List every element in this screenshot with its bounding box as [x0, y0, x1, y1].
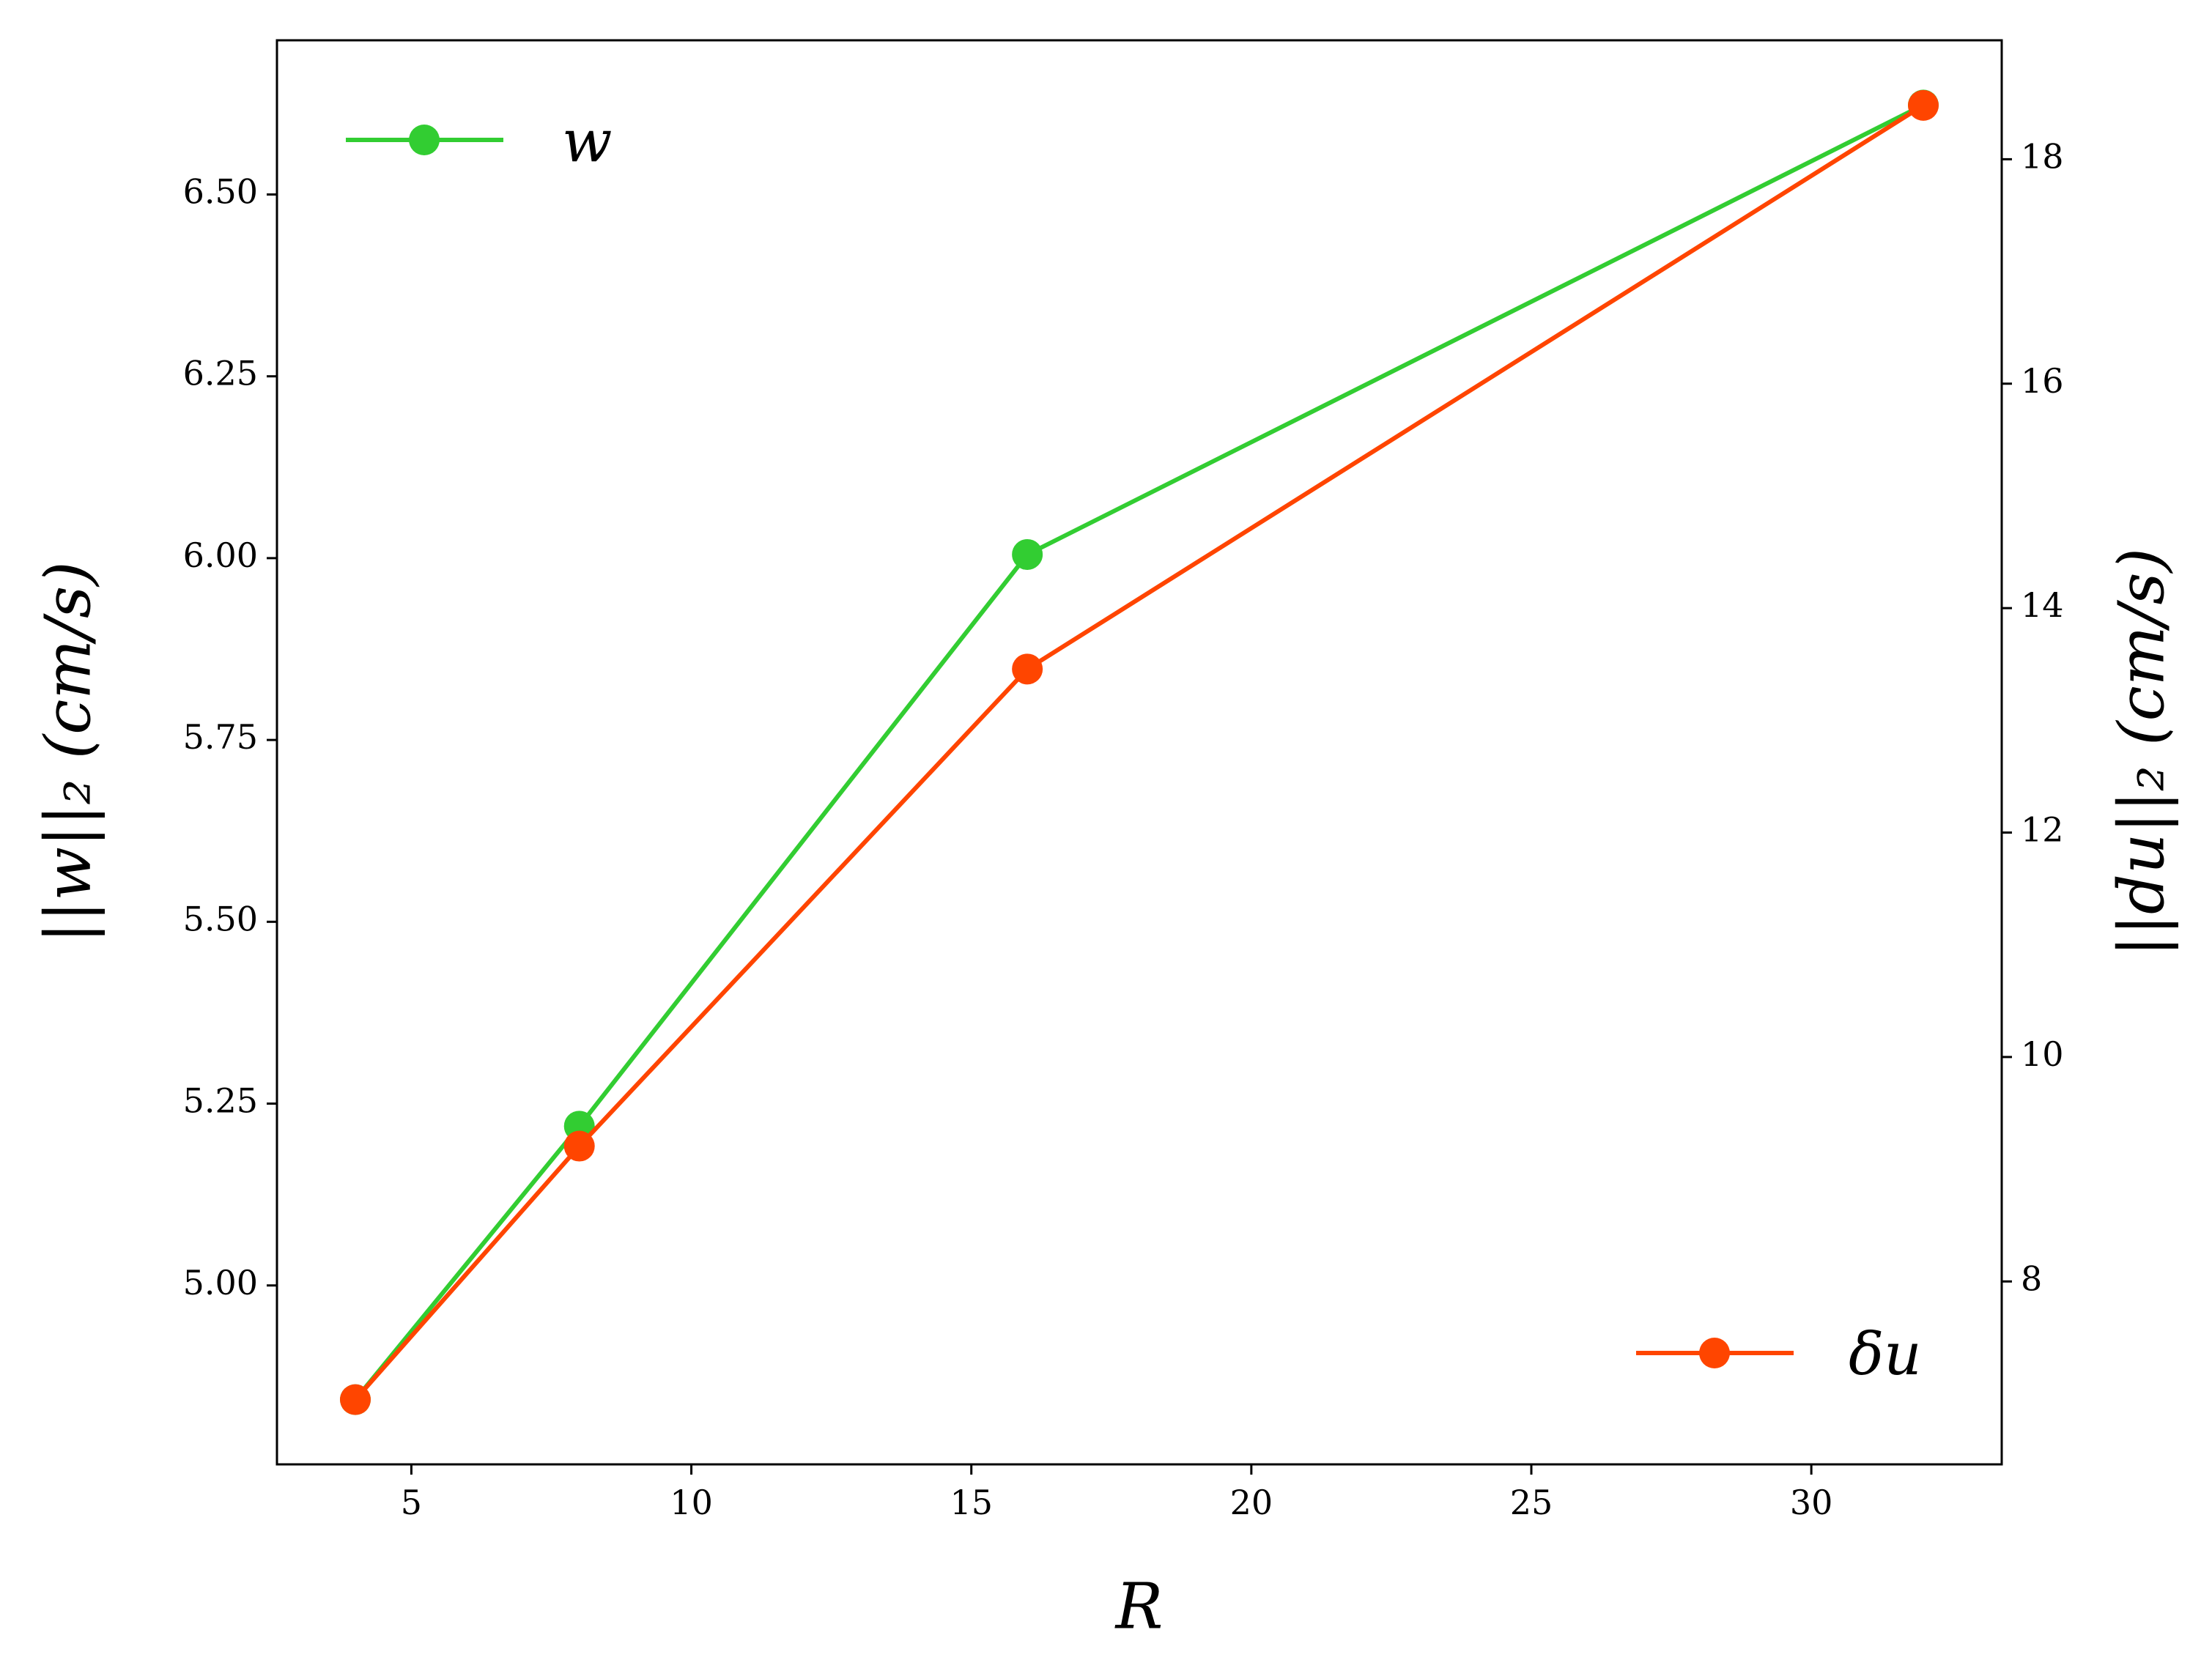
legend-label: δu	[1849, 1320, 1922, 1388]
y-tick-label: 6.50	[183, 171, 258, 211]
y2-tick-label: 12	[2021, 810, 2064, 850]
data-point	[340, 1384, 371, 1415]
y-tick-label: 5.50	[183, 899, 258, 938]
y-axis-label: ||w||₂ (cm/s)	[32, 561, 106, 943]
y-tick-label: 5.75	[183, 717, 258, 757]
x-tick-label: 20	[1230, 1483, 1273, 1522]
x-tick-label: 10	[670, 1483, 713, 1522]
y2-tick-label: 18	[2021, 136, 2064, 176]
y2-tick-label: 8	[2021, 1259, 2042, 1298]
legend-marker	[409, 125, 440, 155]
data-point	[563, 1130, 595, 1162]
y2-tick-label: 14	[2021, 585, 2064, 625]
x-tick-label: 25	[1510, 1483, 1553, 1522]
series-line	[353, 103, 1925, 1401]
plot-frame	[275, 39, 2003, 1466]
y2-tick-label: 10	[2021, 1034, 2064, 1074]
legend-marker	[1699, 1338, 1730, 1368]
y-tick-label: 6.25	[183, 354, 258, 393]
y-tick-label: 5.00	[183, 1263, 258, 1302]
data-point	[1908, 89, 1939, 121]
y2-tick-label: 16	[2021, 361, 2064, 401]
legend-label: w	[562, 107, 612, 175]
series-line	[353, 103, 1925, 1401]
x-tick-label: 30	[1790, 1483, 1833, 1522]
data-point	[1012, 538, 1043, 570]
x-axis-label: R	[1114, 1571, 1164, 1644]
y-tick-label: 5.25	[183, 1081, 258, 1121]
data-point	[1012, 653, 1043, 685]
y2-axis-label: ||du||₂ (cm/s)	[2106, 548, 2179, 957]
x-tick-label: 15	[950, 1483, 993, 1522]
x-tick-label: 5	[401, 1483, 422, 1522]
y-tick-label: 6.00	[183, 535, 258, 575]
